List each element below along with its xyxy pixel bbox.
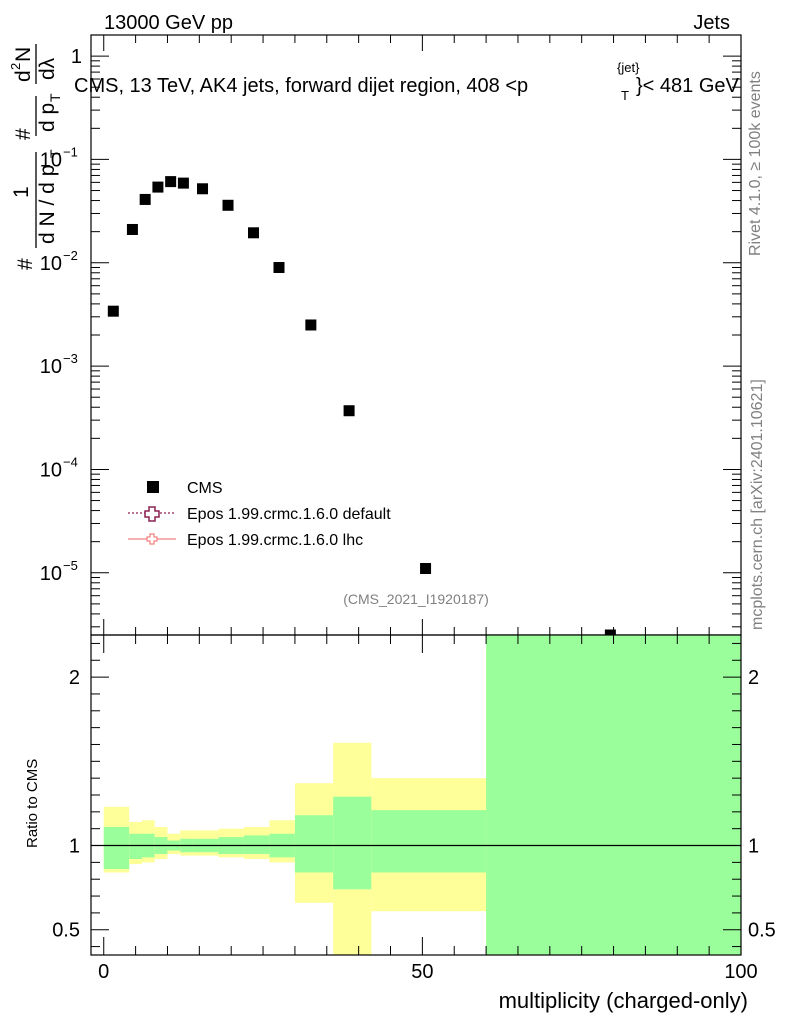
ratio-inner-band [333, 796, 372, 890]
ylabel-d2-sup: 2 [8, 63, 23, 70]
title-main: CMS, 13 TeV, AK4 jets, forward dijet reg… [74, 75, 528, 97]
cms-data-point [305, 319, 317, 331]
ratio-y-tick-label-right: 1 [748, 836, 759, 858]
ylabel-dlambda: dλ [36, 57, 59, 80]
main-y-axis-ticks: 110−110−210−310−410−5 [40, 35, 742, 635]
ratio-y-tick-label-right: 0.5 [748, 920, 776, 942]
cms-data-point [165, 176, 177, 188]
legend-cms-marker [147, 481, 159, 493]
cms-data-points [107, 176, 616, 641]
x-axis-label: multiplicity (charged-only) [499, 988, 748, 1013]
cms-data-point [420, 563, 432, 575]
legend-item-epos-default: Epos 1.99.crmc.1.6.0 default [128, 506, 391, 523]
ratio-y-tick-label-right: 2 [748, 667, 759, 689]
ratio-inner-band [243, 835, 270, 854]
ratio-inner-band [294, 815, 334, 873]
title-subscript: T [621, 88, 629, 103]
ylabel-dn-dpt-sub: T [47, 149, 63, 158]
ylabel-dpt: d p [36, 103, 59, 132]
title-tail: }< 481 GeV [636, 75, 740, 97]
cms-data-point [197, 183, 209, 195]
ylabel-hash-2: # [12, 128, 35, 140]
legend-epos-lhc-label: Epos 1.99.crmc.1.6.0 lhc [187, 532, 363, 549]
x-tick-label: 0 [98, 961, 109, 983]
ratio-inner-band [371, 810, 487, 873]
cms-data-point [343, 405, 355, 417]
main-y-tick-label: 1 [71, 46, 82, 68]
cms-data-point [152, 181, 164, 193]
legend-item-epos-lhc: Epos 1.99.crmc.1.6.0 lhc [128, 532, 363, 549]
ratio-y-tick-label-left: 2 [69, 667, 80, 689]
main-y-tick-exponent: −1 [63, 144, 78, 159]
main-y-tick-label: 10 [40, 459, 62, 481]
cms-data-point [107, 305, 119, 317]
legend-item-cms: CMS [147, 480, 223, 497]
ratio-uncertainty-bands [103, 635, 741, 955]
ratio-inner-band [486, 635, 741, 955]
ylabel-dn-dpt: d N / d p [36, 165, 59, 244]
legend-epos-lhc-marker [146, 533, 158, 545]
cms-data-point [248, 227, 259, 239]
ylabel-d2: d [12, 70, 35, 82]
main-y-tick-exponent: −2 [63, 248, 78, 263]
cms-data-point [222, 199, 234, 211]
ratio-inner-band [103, 827, 130, 870]
cms-data-point [273, 261, 285, 273]
cms-data-point [177, 177, 189, 189]
main-y-tick-label: 10 [40, 563, 62, 585]
legend-epos-default-label: Epos 1.99.crmc.1.6.0 default [187, 506, 391, 523]
ratio-y-tick-label-left: 1 [69, 836, 80, 858]
cms-data-point [139, 193, 151, 205]
ratio-axis-ticks: 0 50 100 0.5 0.5 1 1 2 2 [52, 635, 776, 983]
cms-data-point [126, 223, 138, 235]
main-y-tick-exponent: −3 [63, 351, 78, 366]
legend-epos-default-marker [144, 506, 160, 522]
plot-title: CMS, 13 TeV, AK4 jets, forward dijet reg… [74, 60, 740, 103]
legend: CMS Epos 1.99.crmc.1.6.0 default Epos 1.… [128, 480, 391, 549]
legend-cms-label: CMS [187, 480, 223, 497]
x-tick-label: 50 [411, 961, 433, 983]
main-y-tick-exponent: −4 [63, 454, 78, 469]
energy-label: 13000 GeV pp [104, 12, 233, 34]
ylabel-one: 1 [10, 186, 33, 198]
process-label: Jets [693, 12, 730, 34]
main-y-tick-label: 10 [40, 356, 62, 378]
ylabel-n: N [12, 47, 35, 62]
ratio-y-axis-label: Ratio to CMS [24, 759, 41, 848]
x-tick-label: 100 [724, 961, 757, 983]
analysis-watermark: (CMS_2021_I1920187) [343, 591, 489, 607]
main-y-tick-label: 10 [40, 253, 62, 275]
main-y-tick-exponent: −5 [63, 558, 78, 573]
mcplots-label: mcplots.cern.ch [arXiv:2401.10621] [749, 379, 766, 630]
ylabel-hash: # [14, 258, 37, 270]
title-superscript: {jet} [617, 60, 640, 75]
ratio-inner-band [129, 833, 142, 859]
main-y-tick-label: 10 [40, 149, 62, 171]
main-y-axis-label: # 1 d N / d p T # d p T d 2 N dλ [8, 44, 63, 270]
ratio-y-tick-label-left: 0.5 [52, 920, 80, 942]
rivet-version-label: Rivet 4.1.0, ≥ 100k events [747, 71, 764, 256]
ylabel-dpt-sub: T [47, 93, 63, 102]
